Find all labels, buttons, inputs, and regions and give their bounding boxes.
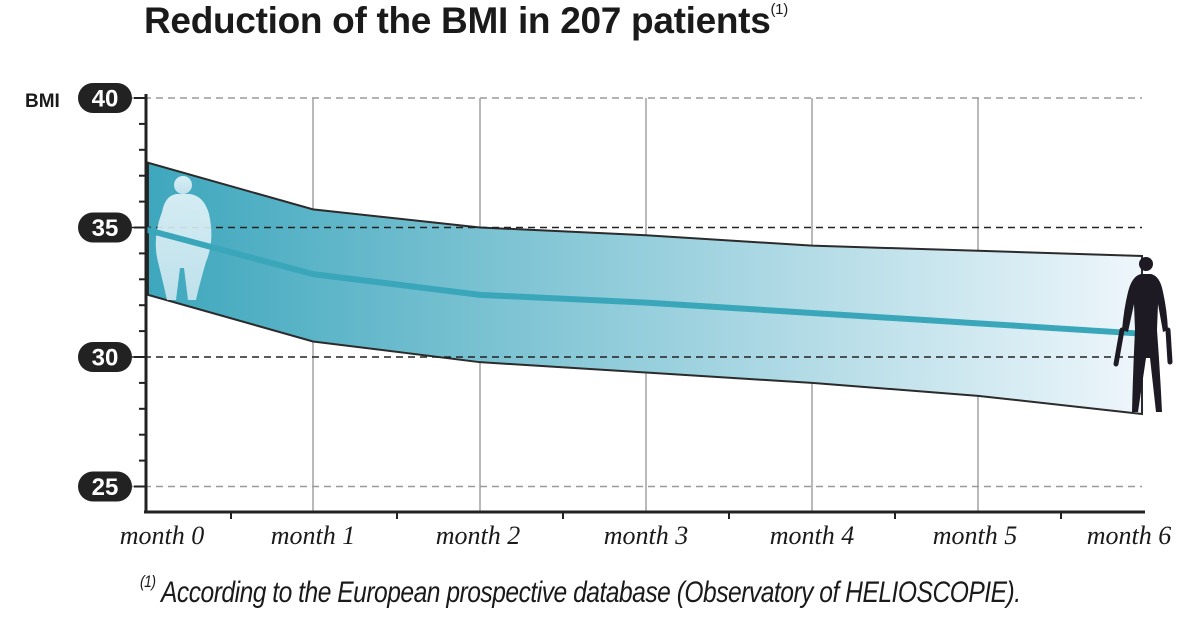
bmi-range-band <box>147 161 1143 416</box>
y-tick-label: 35 <box>92 215 119 242</box>
x-tick-label: month 0 <box>120 521 205 550</box>
y-axis-label: BMI <box>25 91 60 112</box>
x-tick-label: month 4 <box>770 521 855 550</box>
footnote-marker: (1) <box>140 572 156 591</box>
y-tick-badge <box>78 342 132 372</box>
y-tick-label: 40 <box>92 86 119 113</box>
y-tick-35: 35 <box>78 212 132 243</box>
y-tick-badge <box>78 471 132 502</box>
mean-points <box>147 229 1143 334</box>
x-tick-label: month 1 <box>271 521 356 550</box>
y-tick-40: 40 <box>78 83 132 113</box>
chart-title: Reduction of the BMI in 207 patients(1) <box>144 0 788 42</box>
y-tick-label: 30 <box>92 345 119 372</box>
y-tick-30: 30 <box>78 342 132 372</box>
y-tick-25: 25 <box>78 471 132 502</box>
before-silhouette-icon <box>155 176 212 300</box>
after-silhouette-icon <box>1113 257 1173 412</box>
x-tick-label: month 3 <box>604 521 689 550</box>
x-tick-label: month 2 <box>436 521 521 550</box>
y-tick-badge <box>78 212 132 243</box>
footnote-text: According to the European prospective da… <box>160 576 1021 609</box>
x-tick-label: month 6 <box>1087 521 1172 550</box>
y-tick-label: 25 <box>92 474 119 501</box>
chart-title-text: Reduction of the BMI in 207 patients <box>144 0 771 41</box>
y-tick-badge <box>78 83 132 113</box>
x-tick-label: month 5 <box>933 521 1018 550</box>
footnote: (1) According to the European prospectiv… <box>140 572 1021 610</box>
title-footnote-marker: (1) <box>770 0 788 18</box>
